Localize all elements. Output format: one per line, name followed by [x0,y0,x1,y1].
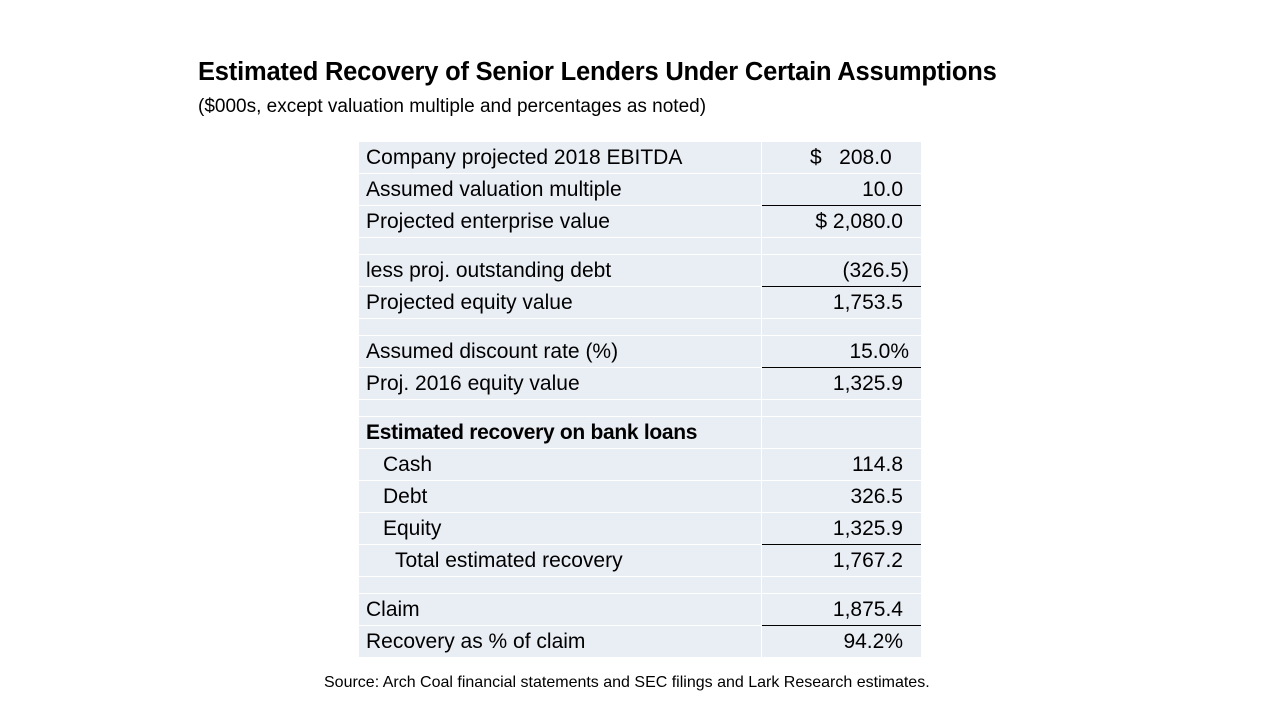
table-row: Cash 114.8 [359,449,921,481]
row-value: 15.0% [762,336,921,368]
table-row: Equity 1,325.9 [359,513,921,545]
row-value: 10.0 [762,174,921,206]
row-label: less proj. outstanding debt [359,255,762,287]
row-label: Equity [359,513,762,545]
spacer-row [359,319,921,336]
table-row: Projected equity value 1,753.5 [359,287,921,319]
recovery-table: Company projected 2018 EBITDA $ 208.0 Ass… [359,142,921,658]
spacer-cell [359,238,762,255]
row-value: 1,875.4 [762,594,921,626]
spacer-cell [762,238,921,255]
table-row: Assumed valuation multiple 10.0 [359,174,921,206]
spacer-cell [762,319,921,336]
title: Estimated Recovery of Senior Lenders Und… [198,58,997,86]
row-label: Total estimated recovery [359,545,762,577]
row-value: 326.5 [762,481,921,513]
row-label: Assumed discount rate (%) [359,336,762,368]
spacer-row [359,400,921,417]
row-label: Claim [359,594,762,626]
row-label: Projected equity value [359,287,762,319]
row-label: Cash [359,449,762,481]
row-value: 94.2% [762,626,921,658]
spacer-cell [762,400,921,417]
row-value: 1,767.2 [762,545,921,577]
empty-cell [762,417,921,449]
spacer-cell [359,400,762,417]
row-label: Proj. 2016 equity value [359,368,762,400]
spacer-cell [359,319,762,336]
table-row: Total estimated recovery 1,767.2 [359,545,921,577]
table-row: less proj. outstanding debt (326.5) [359,255,921,287]
row-label: Debt [359,481,762,513]
table-row: Recovery as % of claim 94.2% [359,626,921,658]
table-row: Projected enterprise value $ 2,080.0 [359,206,921,238]
spacer-row [359,577,921,594]
table-row: Proj. 2016 equity value 1,325.9 [359,368,921,400]
row-value: $ 2,080.0 [762,206,921,238]
row-value: 1,325.9 [762,513,921,545]
row-value: 1,325.9 [762,368,921,400]
spacer-cell [762,577,921,594]
table-row: Assumed discount rate (%) 15.0% [359,336,921,368]
row-label: Projected enterprise value [359,206,762,238]
table-row: Company projected 2018 EBITDA $ 208.0 [359,142,921,174]
spacer-row [359,238,921,255]
row-label: Company projected 2018 EBITDA [359,142,762,174]
source-note: Source: Arch Coal financial statements a… [324,674,930,691]
table-row: Debt 326.5 [359,481,921,513]
row-label: Recovery as % of claim [359,626,762,658]
table-row: Claim 1,875.4 [359,594,921,626]
subtitle: ($000s, except valuation multiple and pe… [198,96,707,117]
row-value: (326.5) [762,255,921,287]
row-label: Assumed valuation multiple [359,174,762,206]
section-heading: Estimated recovery on bank loans [359,417,762,449]
row-value: $ 208.0 [762,142,921,174]
row-value: 114.8 [762,449,921,481]
spacer-cell [359,577,762,594]
table-row: Estimated recovery on bank loans [359,417,921,449]
row-value: 1,753.5 [762,287,921,319]
